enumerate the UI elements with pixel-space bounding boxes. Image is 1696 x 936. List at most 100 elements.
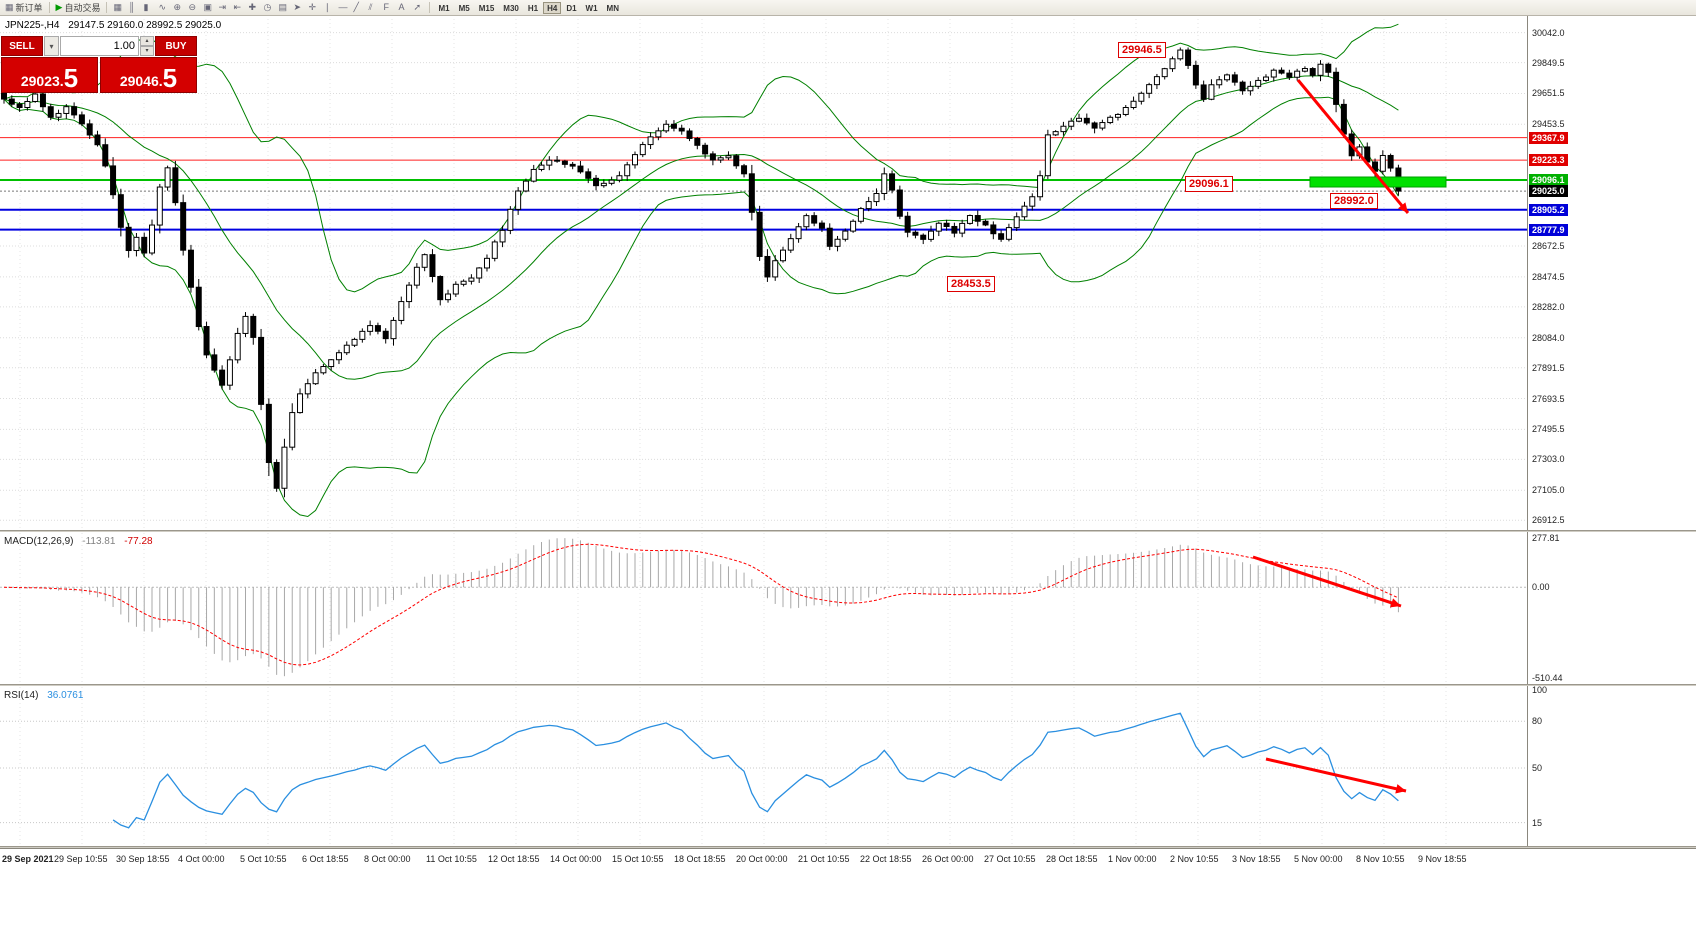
panel-resizer[interactable] [0, 530, 1696, 532]
candle [896, 189, 903, 217]
timeframe-d1[interactable]: D1 [562, 2, 580, 14]
time-axis-label: 29 Sep 10:55 [54, 854, 108, 864]
time-axis-label: 26 Oct 00:00 [922, 854, 974, 864]
timeframe-w1[interactable]: W1 [582, 2, 602, 14]
candle [998, 233, 1005, 240]
macd-canvas[interactable] [0, 533, 1527, 684]
timeframe-h1[interactable]: H1 [524, 2, 542, 14]
panel-resizer[interactable] [0, 684, 1696, 686]
candle [421, 254, 428, 268]
candlestick-chart-button[interactable]: ▮ [141, 1, 155, 14]
fibonacci-button[interactable]: F [381, 1, 395, 14]
arrows-button[interactable]: ➚ [411, 1, 425, 14]
candle [1107, 116, 1114, 124]
panel-resizer[interactable] [0, 846, 1696, 848]
price-level-tag[interactable]: 29367.9 [1529, 131, 1568, 144]
timeframe-m15[interactable]: M15 [475, 2, 499, 14]
price-annotation[interactable]: 28453.5 [947, 276, 995, 292]
crosshair-button[interactable]: ✛ [306, 1, 320, 14]
candle [787, 238, 794, 251]
candle [865, 201, 872, 210]
candle [335, 352, 342, 361]
main-chart-canvas[interactable] [0, 15, 1527, 530]
candle [1286, 72, 1293, 78]
trend-arrow[interactable] [1265, 757, 1407, 793]
candle [1270, 69, 1277, 78]
candle [413, 266, 420, 286]
periods-button[interactable]: ◷ [261, 1, 275, 14]
zoom-in-button[interactable]: ⊕ [171, 1, 185, 14]
candle [616, 175, 623, 181]
timeframe-m30[interactable]: M30 [499, 2, 523, 14]
candle [1005, 227, 1012, 240]
auto-scroll-button[interactable]: ⇥ [216, 1, 230, 14]
channel-button[interactable]: ⫽ [366, 1, 380, 14]
candle [133, 236, 140, 252]
timeframe-mn[interactable]: MN [603, 2, 623, 14]
candle [117, 194, 124, 228]
trendline-button[interactable]: ╱ [351, 1, 365, 14]
time-axis[interactable]: 29 Sep 2021 29 Sep 10:55 30 Sep 18:55 4 Oct… [0, 848, 1696, 873]
new-order-button[interactable]: ▦ 新订单 [3, 1, 45, 14]
volume-down-button[interactable]: ▾ [140, 46, 154, 56]
text-button[interactable]: A [396, 1, 410, 14]
chart-shift-button[interactable]: ⇤ [231, 1, 245, 14]
candle [686, 130, 693, 139]
new-chart-button[interactable]: ▦ [111, 1, 125, 14]
tile-windows-button[interactable]: ▣ [201, 1, 215, 14]
candle [156, 186, 163, 226]
trend-arrow[interactable] [1252, 555, 1402, 608]
tile-windows-icon: ▣ [203, 2, 212, 12]
buy-button[interactable]: BUY [155, 36, 197, 56]
candle [834, 238, 841, 247]
price-level-tag[interactable]: 28905.2 [1529, 203, 1568, 216]
candle [959, 222, 966, 234]
candle [1239, 81, 1246, 92]
time-axis-label: 28 Oct 18:55 [1046, 854, 1098, 864]
trend-arrow[interactable] [1296, 79, 1410, 214]
chart-shift-icon: ⇤ [233, 2, 242, 12]
price-axis[interactable]: 30042.0 29849.5 29651.5 29453.5 28672.5 28474… [1527, 15, 1696, 848]
rsi-canvas[interactable] [0, 687, 1527, 846]
candle [1224, 74, 1231, 81]
trend-arrow-head [1390, 598, 1401, 608]
ohlc-readout: 29147.5 29160.0 28992.5 29025.0 [68, 20, 222, 31]
zoom-in-icon: ⊕ [173, 2, 182, 12]
volume-up-button[interactable]: ▴ [140, 36, 154, 46]
templates-button[interactable]: ▤ [276, 1, 290, 14]
vertical-line-button[interactable]: ❘ [321, 1, 335, 14]
crosshair-icon: ✛ [308, 2, 317, 12]
timeframe-h4[interactable]: H4 [543, 1, 562, 14]
candle [709, 153, 716, 161]
candle [265, 403, 272, 463]
candle [655, 130, 662, 138]
autotrading-button[interactable]: ▶ 自动交易 [54, 1, 103, 14]
candle [631, 154, 638, 166]
cursor-button[interactable]: ➤ [291, 1, 305, 14]
price-level-tag[interactable]: 28777.9 [1529, 223, 1568, 236]
horizontal-line-button[interactable]: ― [336, 1, 350, 14]
text-icon: A [398, 2, 405, 12]
bar-chart-button[interactable]: ║ [126, 1, 140, 14]
volume-input[interactable]: 1.00 [60, 36, 139, 56]
candle [452, 283, 459, 295]
candle [39, 93, 46, 108]
zoom-out-button[interactable]: ⊖ [186, 1, 200, 14]
timeframe-m1[interactable]: M1 [434, 2, 453, 14]
price-annotation[interactable]: 29096.1 [1185, 176, 1233, 192]
volume-dropdown[interactable]: ▾ [44, 36, 59, 56]
buy-price-button[interactable]: 29046. 5 [100, 57, 197, 93]
sell-button[interactable]: SELL [1, 36, 43, 56]
candle [826, 227, 833, 247]
candle [857, 208, 864, 222]
timeframe-m5[interactable]: M5 [455, 2, 474, 14]
price-annotation[interactable]: 28992.0 [1330, 193, 1378, 209]
line-chart-button[interactable]: ∿ [156, 1, 170, 14]
indicators-button[interactable]: ✚ [246, 1, 260, 14]
candle [554, 159, 561, 162]
sell-price-button[interactable]: 29023. 5 [1, 57, 98, 93]
price-level-tag[interactable]: 29223.3 [1529, 154, 1568, 167]
price-level-tag[interactable]: 29096.1 [1529, 174, 1568, 186]
price-axis-tick: 29453.5 [1532, 119, 1565, 130]
price-annotation[interactable]: 29946.5 [1118, 42, 1166, 58]
